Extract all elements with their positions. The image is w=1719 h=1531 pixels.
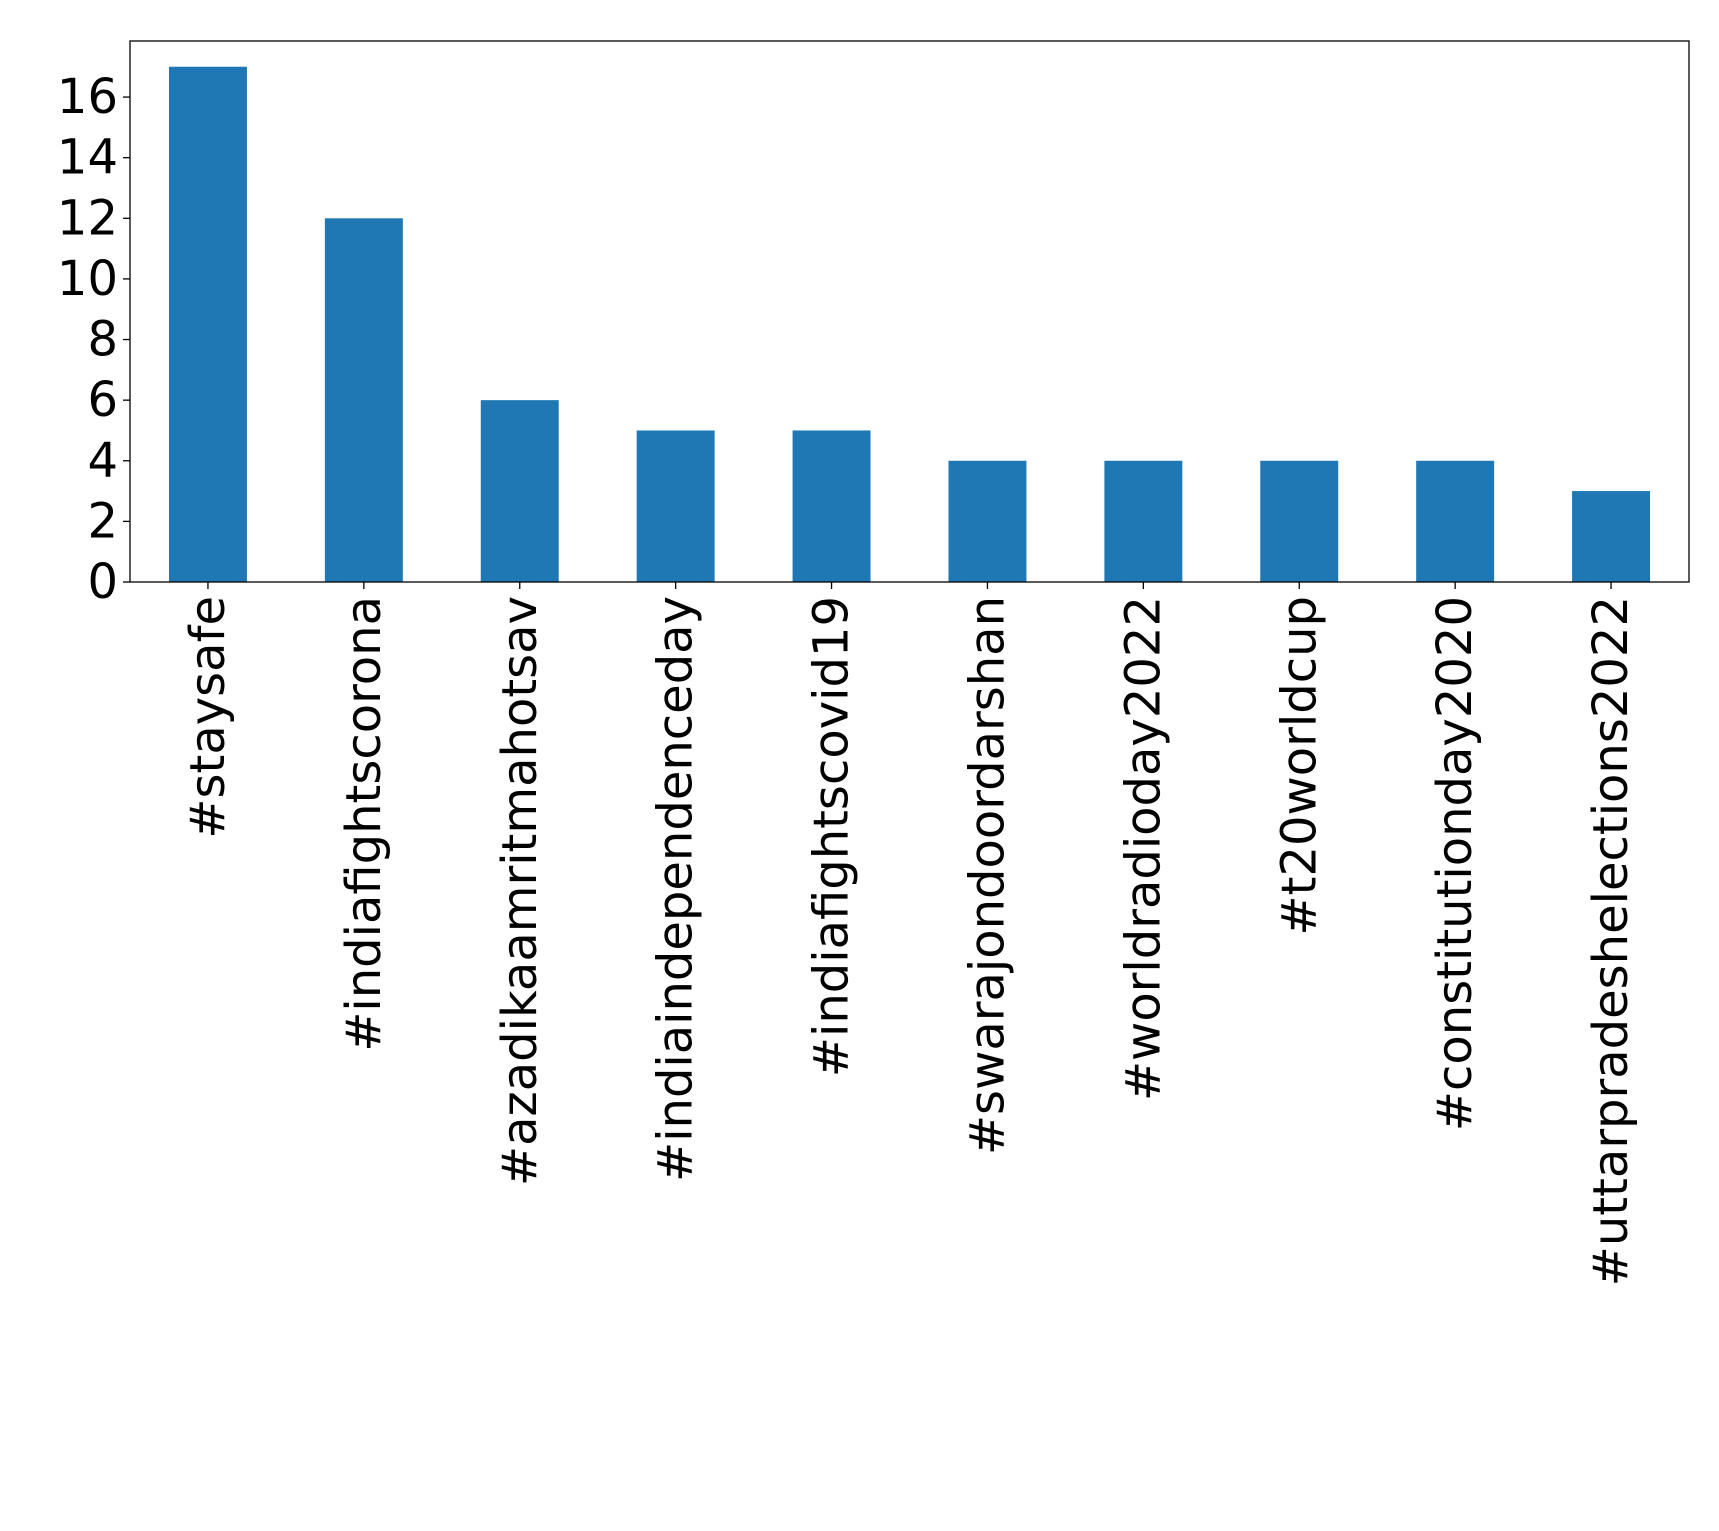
bar	[1416, 460, 1495, 582]
x-tick-label: #indiaindependenceday	[648, 596, 704, 1182]
bar	[168, 66, 247, 582]
bar	[1104, 460, 1183, 582]
x-tick-label: #azadikaamritmahotsav	[492, 596, 548, 1186]
y-tick-label: 4	[87, 433, 118, 489]
x-axis: #staysafe #indiafightscorona #azadikaamrit…	[180, 582, 1639, 1286]
y-tick-label: 2	[87, 493, 118, 549]
plot-frame	[129, 40, 1690, 583]
y-tick-label: 16	[57, 69, 118, 125]
y-tick-label: 10	[57, 251, 118, 307]
y-tick-label: 14	[57, 130, 118, 186]
x-tick-label: #uttarpradeshelections2022	[1583, 596, 1639, 1286]
x-tick-label: #staysafe	[180, 596, 236, 839]
bar	[636, 430, 715, 582]
y-tick-label: 8	[87, 312, 118, 368]
bar	[324, 218, 403, 582]
bars-layer	[168, 66, 1651, 582]
bar	[792, 430, 871, 582]
y-tick-label: 0	[87, 554, 118, 610]
bar	[948, 460, 1027, 582]
x-tick-label: #swarajondoordarshan	[959, 596, 1015, 1155]
x-tick-label: #worldradioday2022	[1115, 596, 1171, 1101]
x-tick-label: #constitutionday2020	[1427, 596, 1483, 1131]
x-tick-label: #indiafightscovid19	[804, 596, 860, 1077]
bar	[1260, 460, 1339, 582]
y-tick-label: 6	[87, 372, 118, 428]
bar	[1572, 491, 1651, 582]
x-tick-label: #t20worldcup	[1271, 596, 1327, 936]
x-tick-label: #indiafightscorona	[336, 596, 392, 1052]
bar	[480, 400, 559, 582]
y-tick-label: 12	[57, 190, 118, 246]
